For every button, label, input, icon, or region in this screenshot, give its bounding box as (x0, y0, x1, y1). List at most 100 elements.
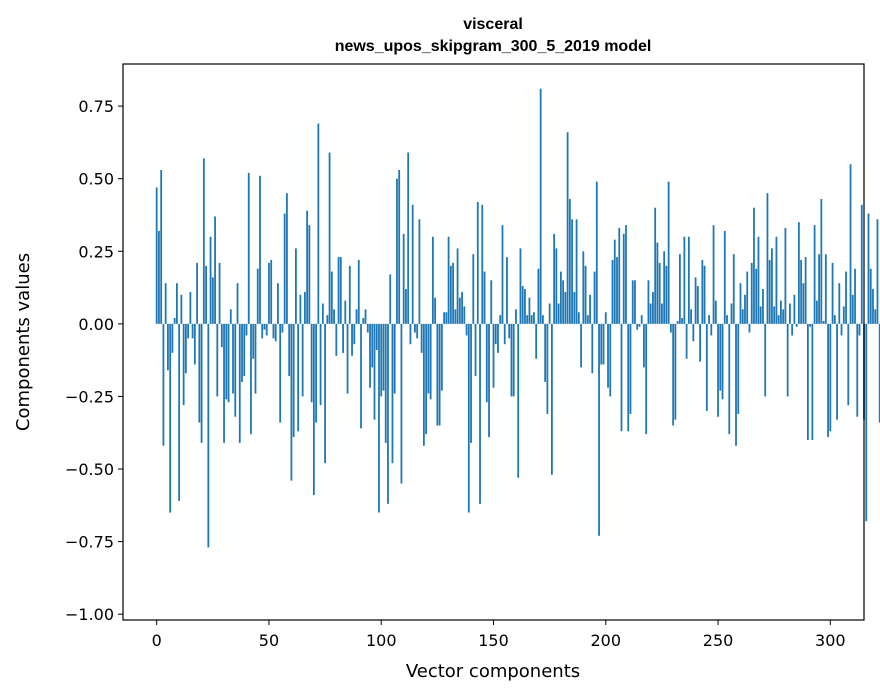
bar-176 (550, 323, 553, 475)
bar-196 (595, 181, 598, 324)
bar-30 (223, 323, 225, 443)
bar-282 (789, 303, 791, 324)
bar-236 (685, 323, 688, 359)
bar-111 (405, 289, 407, 324)
bar-215 (638, 323, 641, 327)
bar-147 (485, 323, 488, 403)
bar-3 (162, 323, 165, 446)
bar-39 (243, 323, 246, 377)
x-tick-label-6: 300 (815, 631, 846, 650)
bar-123 (431, 236, 434, 324)
bar-208 (622, 233, 625, 324)
bar-17 (193, 323, 196, 365)
bar-41 (247, 172, 250, 324)
bar-249 (714, 300, 717, 324)
bar-219 (647, 280, 650, 324)
bar-165 (526, 315, 529, 324)
bar-54 (277, 283, 279, 324)
y-tick-label-0: 0.75 (78, 97, 114, 116)
bar-222 (654, 207, 657, 324)
bar-102 (384, 323, 387, 443)
bar-103 (387, 323, 389, 504)
bar-207 (620, 323, 623, 432)
x-tick-label-3: 150 (478, 631, 509, 650)
bar-183 (566, 132, 569, 324)
bar-129 (445, 312, 448, 324)
bar-285 (795, 323, 798, 327)
bar-105 (391, 323, 394, 464)
bar-29 (220, 323, 223, 348)
bar-322 (878, 323, 880, 423)
bar-313 (858, 323, 861, 336)
bar-276 (775, 236, 778, 324)
bar-115 (414, 323, 416, 333)
bar-11 (180, 294, 183, 324)
bar-260 (739, 283, 742, 324)
bar-163 (521, 286, 524, 324)
bar-292 (811, 323, 814, 440)
bar-230 (672, 323, 675, 426)
bar-75 (324, 323, 326, 464)
bar-36 (236, 283, 239, 324)
bar-51 (270, 259, 273, 324)
bar-93 (364, 309, 367, 324)
bar-113 (409, 323, 412, 345)
bar-243 (701, 259, 704, 324)
bar-156 (506, 257, 508, 324)
bar-95 (369, 323, 371, 388)
bar-28 (218, 262, 221, 324)
bar-114 (411, 204, 414, 324)
bar-144 (479, 323, 481, 504)
bar-40 (245, 323, 248, 336)
bar-59 (288, 323, 291, 377)
bar-184 (568, 199, 571, 324)
bar-257 (732, 254, 735, 324)
bar-0 (155, 187, 158, 324)
bar-252 (721, 323, 724, 400)
bar-310 (851, 294, 854, 324)
bar-173 (544, 323, 547, 382)
bar-306 (842, 306, 845, 324)
bar-1 (158, 230, 160, 324)
bar-83 (342, 323, 344, 353)
x-tick-label-0: 0 (152, 631, 162, 650)
bar-137 (463, 306, 466, 324)
bar-214 (636, 323, 639, 330)
bar-15 (189, 291, 192, 324)
bar-13 (184, 323, 187, 374)
bar-112 (407, 152, 410, 324)
bar-73 (319, 323, 322, 406)
bar-100 (380, 323, 383, 397)
bar-195 (593, 271, 596, 324)
bar-193 (589, 294, 591, 324)
bar-69 (310, 323, 313, 403)
bar-121 (427, 323, 430, 394)
bar-50 (268, 262, 270, 324)
bar-308 (847, 323, 850, 406)
bar-179 (557, 303, 560, 324)
x-axis-label: Vector components (406, 661, 580, 682)
bar-7 (171, 323, 174, 353)
y-tick-label-5: −0.50 (65, 460, 114, 479)
bar-97 (373, 323, 376, 420)
bar-278 (780, 300, 782, 324)
bar-286 (797, 222, 800, 324)
bar-265 (750, 262, 753, 324)
bar-283 (791, 323, 794, 336)
bar-14 (187, 323, 190, 339)
x-tick-label-5: 250 (703, 631, 734, 650)
bar-294 (815, 300, 818, 324)
bar-171 (539, 88, 542, 324)
y-axis-label: Components values (13, 253, 34, 431)
bar-197 (598, 323, 600, 536)
bar-65 (301, 323, 304, 397)
bar-34 (232, 323, 234, 394)
bar-98 (375, 323, 378, 350)
bar-290 (806, 323, 809, 440)
bar-248 (712, 225, 715, 324)
bar-161 (517, 323, 520, 478)
bar-182 (564, 291, 567, 324)
bar-177 (553, 233, 556, 324)
bar-188 (577, 312, 580, 324)
bar-288 (802, 283, 805, 324)
